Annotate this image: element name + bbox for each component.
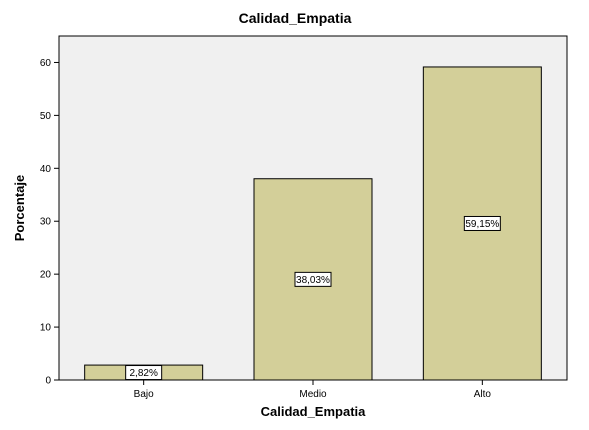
y-tick-label: 0: [45, 376, 51, 387]
data-label-box: [294, 271, 332, 287]
y-tick-label: 20: [40, 270, 52, 281]
data-label: 2,82%: [129, 368, 157, 379]
data-label: 38,03%: [296, 275, 330, 286]
y-tick-label: 50: [40, 111, 52, 122]
y-tick-label: 40: [40, 164, 52, 175]
x-axis: Bajo Medio Alto: [59, 379, 567, 400]
x-axis-label: Calidad_Empatia: [261, 404, 367, 419]
data-label: 59,15%: [465, 219, 499, 230]
y-axis: 0 10 20 30 40 50 60: [40, 36, 60, 387]
y-axis-label: Porcentaje: [12, 175, 27, 241]
data-label-box: [463, 215, 501, 231]
y-tick-label: 60: [40, 58, 52, 69]
x-tick-label: Bajo: [134, 389, 154, 400]
chart-title: Calidad_Empatia: [239, 10, 352, 26]
x-tick-label: Medio: [299, 389, 327, 400]
bars: 2,82% 38,03% 59,15%: [84, 66, 542, 381]
y-tick-label: 10: [40, 323, 52, 334]
x-tick-label: Alto: [474, 389, 492, 400]
y-tick-label: 30: [40, 217, 52, 228]
